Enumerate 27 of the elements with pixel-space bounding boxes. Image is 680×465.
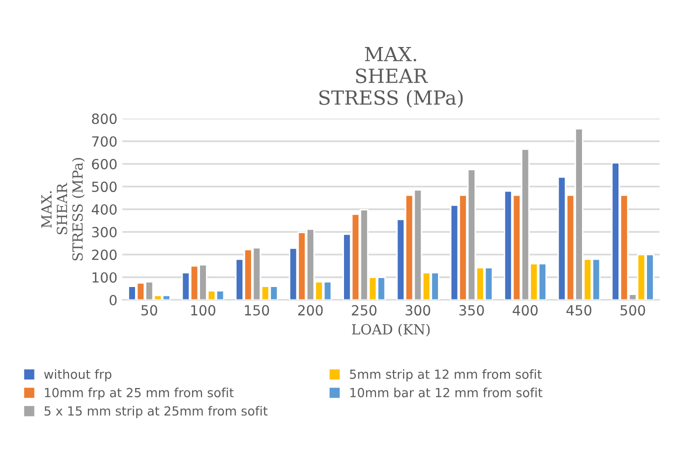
x-tick-label: 450 bbox=[566, 305, 592, 316]
x-tick-label: 500 bbox=[620, 305, 646, 316]
y-tick-label: 700 bbox=[92, 136, 117, 147]
legend-label: 10mm bar at 12 mm from sofit bbox=[350, 388, 542, 398]
legend-label: 5 x 15 mm strip at 25mm from sofit bbox=[44, 406, 268, 418]
legend-label: 10mm frp at 25 mm from sofit bbox=[44, 388, 234, 400]
legend-label: without frp bbox=[44, 369, 112, 382]
x-tick-label: 200 bbox=[298, 305, 323, 316]
y-tick-label: 100 bbox=[92, 272, 117, 283]
y-tick-label: 500 bbox=[92, 182, 117, 192]
x-tick-label: 300 bbox=[406, 305, 430, 316]
y-tick-label: 400 bbox=[92, 204, 117, 215]
chart-title: MAX. SHEAR STRESS (MPa) bbox=[319, 46, 463, 108]
x-tick-label: 100 bbox=[191, 305, 216, 316]
y-tick-label: 800 bbox=[92, 114, 117, 124]
y-tick-label: 300 bbox=[92, 226, 117, 238]
legend-label: 5mm strip at 12 mm from sofit bbox=[350, 369, 542, 382]
y-tick-label: 200 bbox=[92, 250, 117, 260]
x-tick-label: 50 bbox=[141, 305, 158, 316]
y-tick-label: 600 bbox=[92, 158, 117, 170]
x-tick-label: 350 bbox=[459, 305, 484, 316]
y-tick-label: 0 bbox=[110, 294, 117, 306]
x-tick-label: 400 bbox=[512, 305, 538, 316]
x-tick-label: 250 bbox=[352, 305, 376, 316]
x-tick-label: 150 bbox=[244, 305, 270, 316]
y-axis-title: MAX. SHEAR STRESS (MPa) bbox=[41, 158, 85, 260]
x-axis-title: LOAD (KN) bbox=[352, 324, 430, 336]
